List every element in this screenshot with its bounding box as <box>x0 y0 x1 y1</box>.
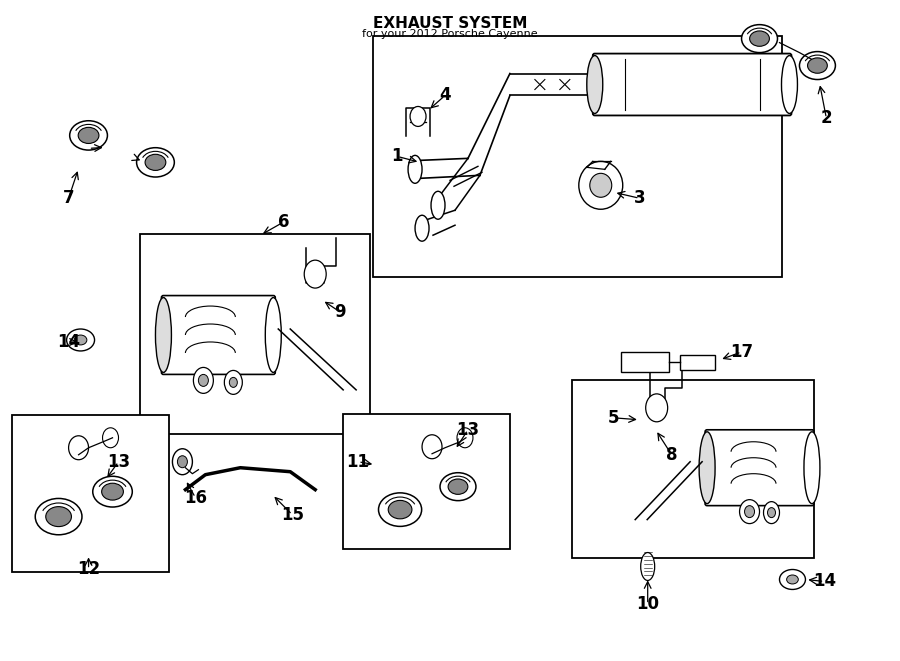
Bar <box>343 414 510 549</box>
Ellipse shape <box>415 215 429 241</box>
Text: 14: 14 <box>57 333 80 351</box>
Ellipse shape <box>422 435 442 459</box>
Text: 11: 11 <box>346 453 370 471</box>
Bar <box>621 352 669 372</box>
Ellipse shape <box>781 56 797 114</box>
Ellipse shape <box>645 394 668 422</box>
Text: 4: 4 <box>439 87 451 104</box>
Text: for your 2012 Porsche Cayenne: for your 2012 Porsche Cayenne <box>362 28 538 38</box>
Text: 1: 1 <box>392 147 403 165</box>
Text: 13: 13 <box>107 453 130 471</box>
Ellipse shape <box>137 147 175 177</box>
Text: 3: 3 <box>634 189 645 208</box>
Ellipse shape <box>75 335 87 345</box>
Ellipse shape <box>408 155 422 183</box>
Ellipse shape <box>156 297 171 372</box>
Ellipse shape <box>198 374 209 387</box>
Ellipse shape <box>804 432 820 504</box>
Text: 6: 6 <box>277 214 289 231</box>
Ellipse shape <box>744 506 754 518</box>
Ellipse shape <box>177 455 187 468</box>
Bar <box>140 234 370 434</box>
Ellipse shape <box>807 58 827 73</box>
Ellipse shape <box>431 191 445 219</box>
Ellipse shape <box>448 479 468 494</box>
Text: 13: 13 <box>456 421 480 439</box>
Ellipse shape <box>763 502 779 524</box>
Ellipse shape <box>768 508 776 518</box>
Ellipse shape <box>799 52 835 79</box>
Ellipse shape <box>103 428 119 447</box>
Ellipse shape <box>388 500 412 519</box>
Ellipse shape <box>69 121 107 150</box>
Bar <box>680 355 715 370</box>
Text: 9: 9 <box>335 303 346 321</box>
Text: 10: 10 <box>636 596 659 613</box>
Ellipse shape <box>78 128 99 143</box>
Text: 15: 15 <box>281 506 303 524</box>
Ellipse shape <box>641 553 654 580</box>
Text: 2: 2 <box>821 110 833 128</box>
Text: 5: 5 <box>608 408 619 427</box>
Text: 12: 12 <box>77 561 100 578</box>
Ellipse shape <box>67 329 94 351</box>
Ellipse shape <box>173 449 193 475</box>
Ellipse shape <box>750 31 770 46</box>
Ellipse shape <box>266 297 282 372</box>
Ellipse shape <box>145 154 166 171</box>
Text: 17: 17 <box>730 343 753 361</box>
Bar <box>374 36 782 277</box>
Ellipse shape <box>440 473 476 500</box>
Bar <box>12 415 169 572</box>
Ellipse shape <box>787 575 798 584</box>
Ellipse shape <box>68 436 88 460</box>
Ellipse shape <box>194 368 213 393</box>
Ellipse shape <box>93 477 132 507</box>
Text: 14: 14 <box>813 572 836 590</box>
FancyBboxPatch shape <box>593 54 791 116</box>
Ellipse shape <box>740 500 760 524</box>
Ellipse shape <box>304 260 326 288</box>
Ellipse shape <box>590 173 612 197</box>
Bar <box>572 380 814 557</box>
Ellipse shape <box>224 370 242 395</box>
Ellipse shape <box>102 483 123 500</box>
Text: 8: 8 <box>666 446 678 464</box>
Text: 7: 7 <box>63 189 75 208</box>
Ellipse shape <box>379 493 421 526</box>
Text: EXHAUST SYSTEM: EXHAUST SYSTEM <box>373 16 527 30</box>
Ellipse shape <box>699 432 716 504</box>
Ellipse shape <box>457 428 473 447</box>
FancyBboxPatch shape <box>161 295 275 374</box>
Ellipse shape <box>779 570 806 590</box>
Text: 16: 16 <box>184 488 207 506</box>
Ellipse shape <box>35 498 82 535</box>
Ellipse shape <box>230 377 238 387</box>
Ellipse shape <box>742 24 778 53</box>
Ellipse shape <box>579 161 623 210</box>
Ellipse shape <box>410 106 426 126</box>
FancyBboxPatch shape <box>705 430 814 506</box>
Ellipse shape <box>46 506 71 527</box>
Ellipse shape <box>587 56 603 114</box>
